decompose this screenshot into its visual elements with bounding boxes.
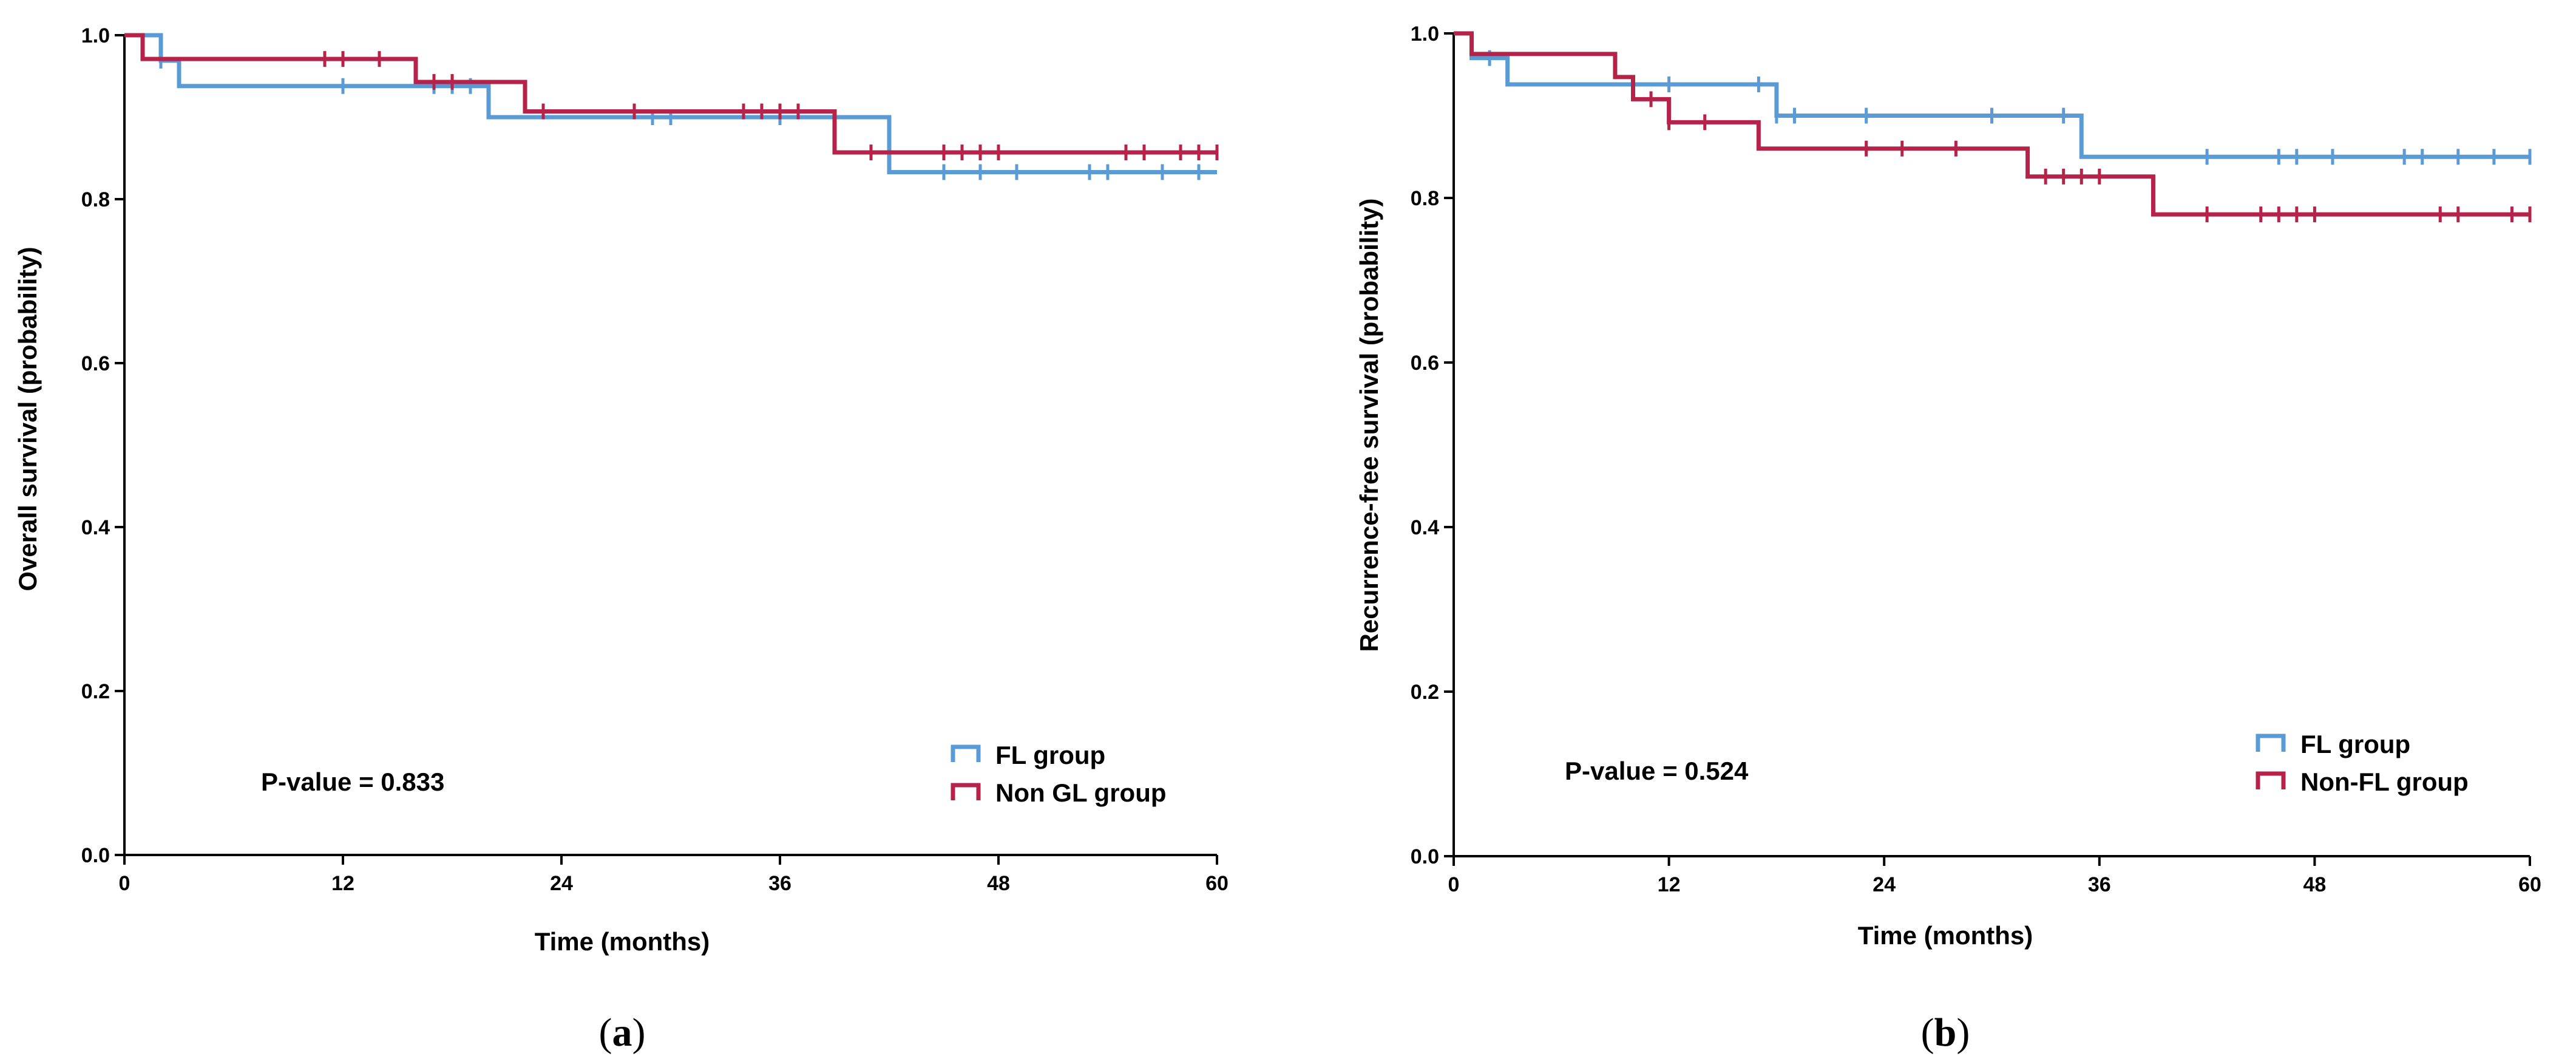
x-tick-label: 0 [119,872,130,895]
y-tick-label: 0.4 [81,516,110,539]
panel-label-a: (a) [599,1010,646,1055]
y-axis-title-a: Overall survival (probability) [13,247,42,591]
y-axis-ticks: 0.0 0.2 0.4 0.6 0.8 1.0 [81,24,124,867]
y-tick-label: 0.0 [81,844,110,867]
km-curve-fl-group [124,33,1217,174]
legend-label: Non GL group [995,778,1167,807]
km-curves [1454,31,2532,223]
x-tick-label: 36 [2088,873,2111,896]
x-axis-title: Time (months) [1858,921,2033,950]
legend-swatch-fl [2256,734,2286,752]
legend-swatch-non-gl [951,783,981,800]
y-axis-title-b: Recurrence-free survival (probability) [1355,199,1383,652]
p-value-annotation: P-value = 0.833 [261,768,444,796]
panel-label-b: (b) [1921,1010,1970,1055]
y-tick-label: 0.6 [81,352,110,375]
y-tick-label: 1.0 [1411,22,1439,46]
x-tick-label: 48 [2303,873,2326,896]
y-axis-title: Overall survival (probability) [13,247,42,591]
x-tick-label: 0 [1448,873,1460,896]
x-tick-label: 48 [987,872,1010,895]
x-tick-label: 24 [550,872,573,895]
legend-label: FL group [995,741,1105,769]
y-tick-label: 0.6 [1411,352,1439,375]
x-tick-label: 12 [331,872,354,895]
panel-letter: b [1934,1010,1957,1055]
legend: FL group Non GL group [951,741,1167,807]
x-tick-label: 36 [768,872,791,895]
x-tick-label: 60 [1205,872,1229,895]
legend-label: Non-FL group [2300,768,2469,796]
x-axis-title: Time (months) [535,927,710,956]
chart-panel-a: Overall survival (probability) Time (mon… [13,24,1229,1055]
legend-swatch-fl [951,744,981,762]
km-curve-non-fl-group [1454,31,2530,217]
y-axis-title: Recurrence-free survival (probability) [1355,199,1383,652]
legend: FL group Non-FL group [2256,730,2469,796]
chart-panel-b: Recurrence-free survival (probability) T… [1355,22,2541,1055]
x-tick-label: 24 [1873,873,1896,896]
panel-letter: a [612,1010,632,1055]
legend-label: FL group [2300,730,2410,758]
x-tick-label: 12 [1658,873,1681,896]
x-tick-label: 60 [2518,873,2541,896]
x-axis-ticks: 0 12 24 36 48 60 [119,855,1229,895]
y-tick-label: 0.8 [81,188,110,211]
km-curve-non-gl-group [124,33,1217,155]
y-tick-label: 0.4 [1411,516,1439,539]
y-tick-label: 0.2 [81,680,110,703]
km-curves [124,33,1219,180]
y-tick-label: 0.8 [1411,187,1439,210]
y-tick-label: 0.0 [1411,845,1439,868]
y-axis-ticks: 0.0 0.2 0.4 0.6 0.8 1.0 [1411,22,1454,868]
p-value-annotation: P-value = 0.524 [1565,757,1749,785]
y-tick-label: 0.2 [1411,681,1439,704]
legend-swatch-non-fl [2256,771,2286,789]
y-tick-label: 1.0 [81,24,110,47]
x-axis-ticks: 0 12 24 36 48 60 [1448,856,2541,896]
